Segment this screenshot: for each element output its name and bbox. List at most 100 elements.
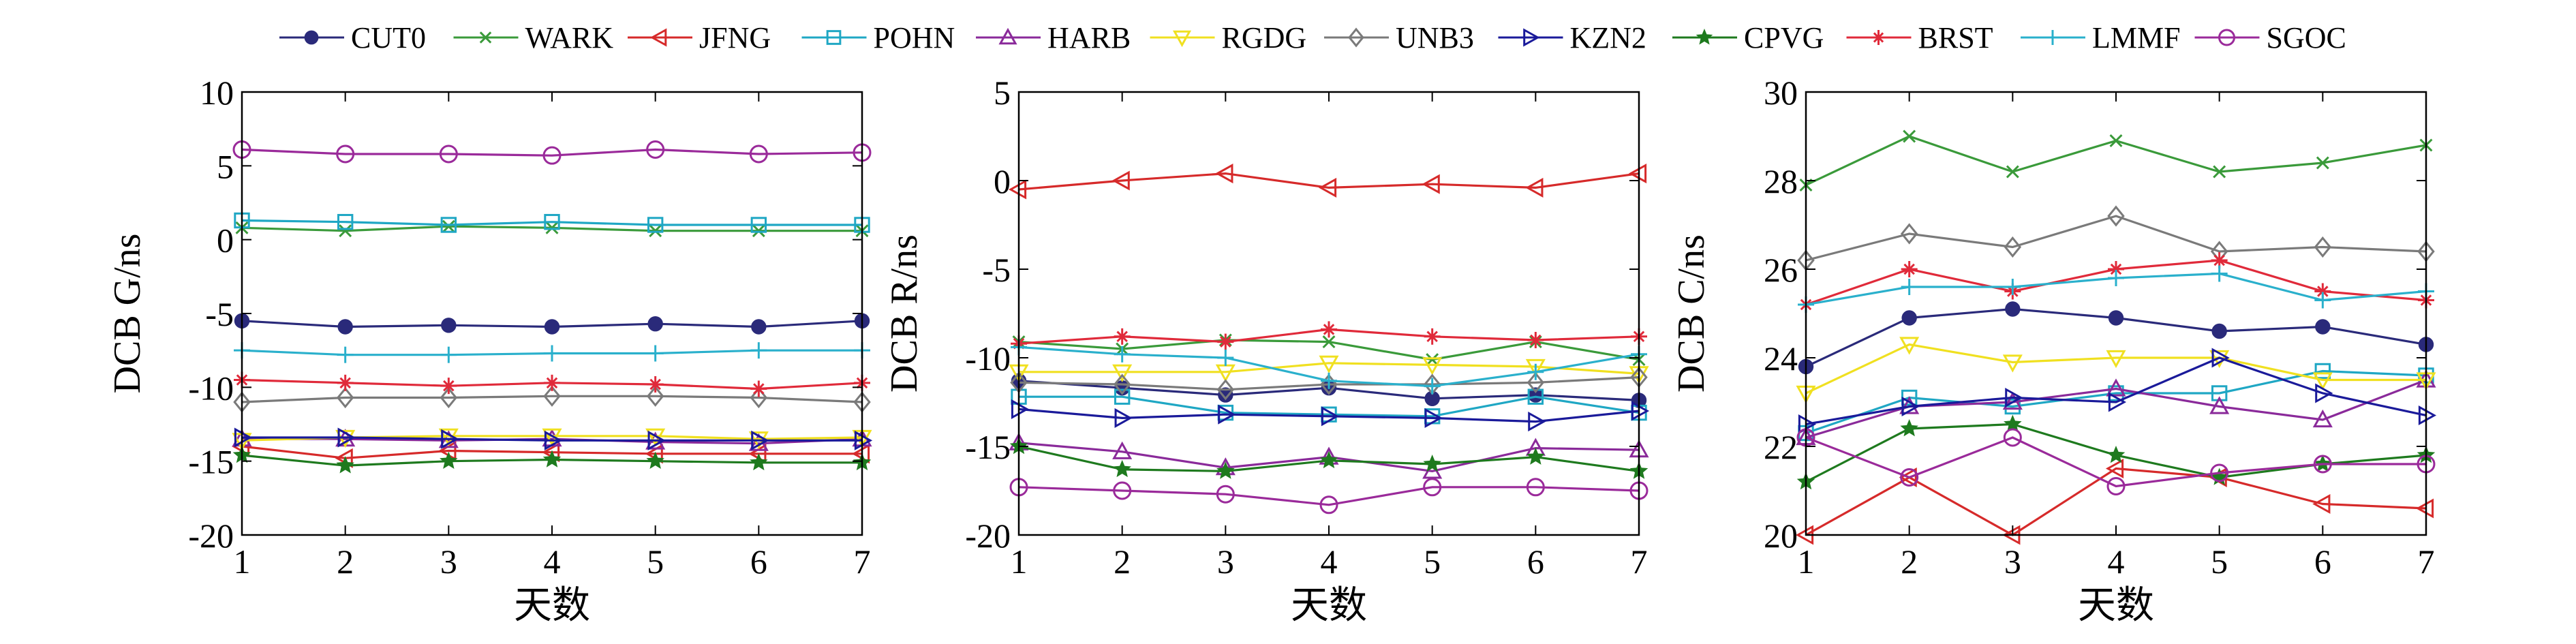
data-point-unb3 bbox=[1527, 371, 1545, 393]
data-point-unb3 bbox=[750, 386, 768, 409]
x-tick-label: 2 bbox=[337, 542, 354, 581]
x-tick-label: 4 bbox=[2108, 542, 2125, 581]
chart-panel-1: 1 2 3 4 5 6 7 -20 -15 -10 -5 0 5 10 天数 DCB G/ns bbox=[106, 74, 873, 627]
data-point-rgdg bbox=[542, 428, 562, 446]
y-tick-label: 26 bbox=[1764, 251, 1798, 289]
data-point-pohn bbox=[1527, 388, 1544, 405]
series-line-sgoc bbox=[241, 148, 863, 157]
x-axis-label: 天数 bbox=[514, 585, 590, 627]
data-point-harb bbox=[2002, 391, 2023, 410]
x-tick-label: 3 bbox=[440, 542, 457, 581]
x-tick-label: 3 bbox=[2004, 542, 2021, 581]
data-point-kzn2 bbox=[337, 427, 356, 448]
data-point-unb3 bbox=[543, 385, 561, 407]
data-point-cpvg bbox=[440, 451, 458, 469]
plot-frame bbox=[1017, 91, 1640, 536]
x-tick-label: 4 bbox=[1321, 542, 1338, 581]
series-line-sgoc bbox=[1805, 436, 2426, 488]
y-tick-label: -15 bbox=[965, 428, 1011, 466]
data-point-harb bbox=[2209, 396, 2230, 414]
legend-item-brst: BRST bbox=[1846, 21, 1993, 55]
data-point-unb3 bbox=[1216, 379, 1235, 401]
data-point-unb3 bbox=[2107, 205, 2125, 227]
data-point-lmmf bbox=[2004, 279, 2021, 295]
data-point-unb3 bbox=[646, 385, 664, 407]
data-point-lmmf bbox=[1527, 363, 1544, 380]
chart-panel-2: 1 2 3 4 5 6 7 -20 -15 -10 -5 0 5 天数 DCB R/ns bbox=[883, 74, 1650, 627]
x-tick-label: 2 bbox=[1114, 542, 1131, 581]
y-tick-label: 5 bbox=[994, 74, 1011, 112]
y-tick-label: -20 bbox=[965, 517, 1011, 555]
data-point-sgoc bbox=[1319, 495, 1338, 515]
data-point-unb3 bbox=[440, 386, 458, 409]
data-point-kzn2 bbox=[544, 430, 563, 450]
data-point-cut0 bbox=[2211, 323, 2227, 339]
data-point-brst bbox=[440, 378, 457, 395]
series-line-pohn bbox=[241, 219, 862, 226]
data-point-wark bbox=[752, 224, 765, 238]
data-point-unb3 bbox=[1113, 373, 1131, 395]
x-tick-label: 3 bbox=[1217, 542, 1234, 581]
y-tick-label: 24 bbox=[1764, 339, 1798, 378]
data-point-cut0 bbox=[441, 318, 457, 333]
data-point-cpvg bbox=[1900, 419, 1918, 437]
series-group bbox=[1795, 129, 2437, 545]
data-point-rgdg bbox=[1112, 364, 1133, 382]
data-point-rgdg bbox=[1525, 358, 1546, 378]
legend-marker-harb bbox=[998, 27, 1017, 45]
data-point-jfng bbox=[1111, 170, 1130, 191]
series-line-kzn2 bbox=[1018, 408, 1640, 423]
data-point-pohn bbox=[544, 213, 560, 230]
data-point-sgoc bbox=[439, 144, 458, 164]
x-tick-label: 5 bbox=[647, 542, 664, 581]
chart-panel-3: 1 2 3 4 5 6 7 20 22 24 26 28 30 天数 DCB C/ns bbox=[1670, 74, 2437, 627]
series-line-jfng bbox=[1018, 172, 1640, 191]
y-tick-label: 28 bbox=[1764, 162, 1798, 200]
data-point-jfng bbox=[1318, 177, 1337, 198]
data-point-kzn2 bbox=[2211, 348, 2230, 368]
data-point-pohn bbox=[750, 217, 767, 233]
chart-legend: CUT0 WARK JFNG POHN HARB RGDG UNB3 KZN2 CPVG BRST… bbox=[279, 21, 2346, 55]
data-point-brst bbox=[1217, 333, 1234, 350]
data-point-kzn2 bbox=[1528, 412, 1546, 432]
data-point-rgdg bbox=[1319, 355, 1339, 373]
legend-label: POHN bbox=[874, 21, 955, 55]
x-tick-label: 7 bbox=[1631, 542, 1648, 581]
data-point-kzn2 bbox=[441, 429, 459, 449]
data-point-brst bbox=[2314, 283, 2331, 300]
data-point-brst bbox=[647, 376, 664, 393]
data-point-sgoc bbox=[646, 140, 665, 159]
data-point-unb3 bbox=[2314, 236, 2332, 258]
legend-label: JFNG bbox=[699, 21, 771, 55]
data-point-sgoc bbox=[336, 144, 355, 164]
x-tick-label: 5 bbox=[1424, 542, 1441, 581]
data-point-lmmf bbox=[544, 345, 560, 362]
plot-frame bbox=[241, 91, 863, 536]
x-axis-label: 天数 bbox=[1291, 585, 1367, 627]
x-tick-label: 6 bbox=[750, 542, 767, 581]
y-tick-label: 5 bbox=[217, 147, 234, 185]
data-point-wark bbox=[1903, 129, 1916, 143]
data-point-harb bbox=[2106, 378, 2126, 397]
series-line-pohn bbox=[1019, 395, 1640, 418]
data-point-harb bbox=[2312, 409, 2333, 428]
data-point-cut0 bbox=[751, 319, 767, 335]
data-point-jfng bbox=[1899, 467, 1917, 488]
x-tick-label: 1 bbox=[234, 542, 251, 581]
data-point-kzn2 bbox=[1218, 404, 1236, 425]
data-point-sgoc bbox=[1216, 485, 1235, 504]
legend-item-sgoc: SGOC bbox=[2194, 21, 2346, 55]
x-tick-label: 7 bbox=[2418, 542, 2435, 581]
y-tick-label: -20 bbox=[188, 517, 234, 555]
y-tick-label: 0 bbox=[217, 221, 234, 260]
data-point-cpvg bbox=[2106, 446, 2126, 463]
y-tick-label: 20 bbox=[1764, 517, 1798, 555]
data-point-brst bbox=[337, 374, 354, 391]
legend-item-cut0: CUT0 bbox=[279, 21, 426, 55]
legend-item-jfng: JFNG bbox=[628, 21, 771, 55]
data-point-lmmf bbox=[750, 342, 767, 359]
data-point-cut0 bbox=[2108, 310, 2124, 326]
data-point-harb bbox=[1112, 441, 1133, 459]
data-point-sgoc bbox=[2210, 463, 2229, 482]
